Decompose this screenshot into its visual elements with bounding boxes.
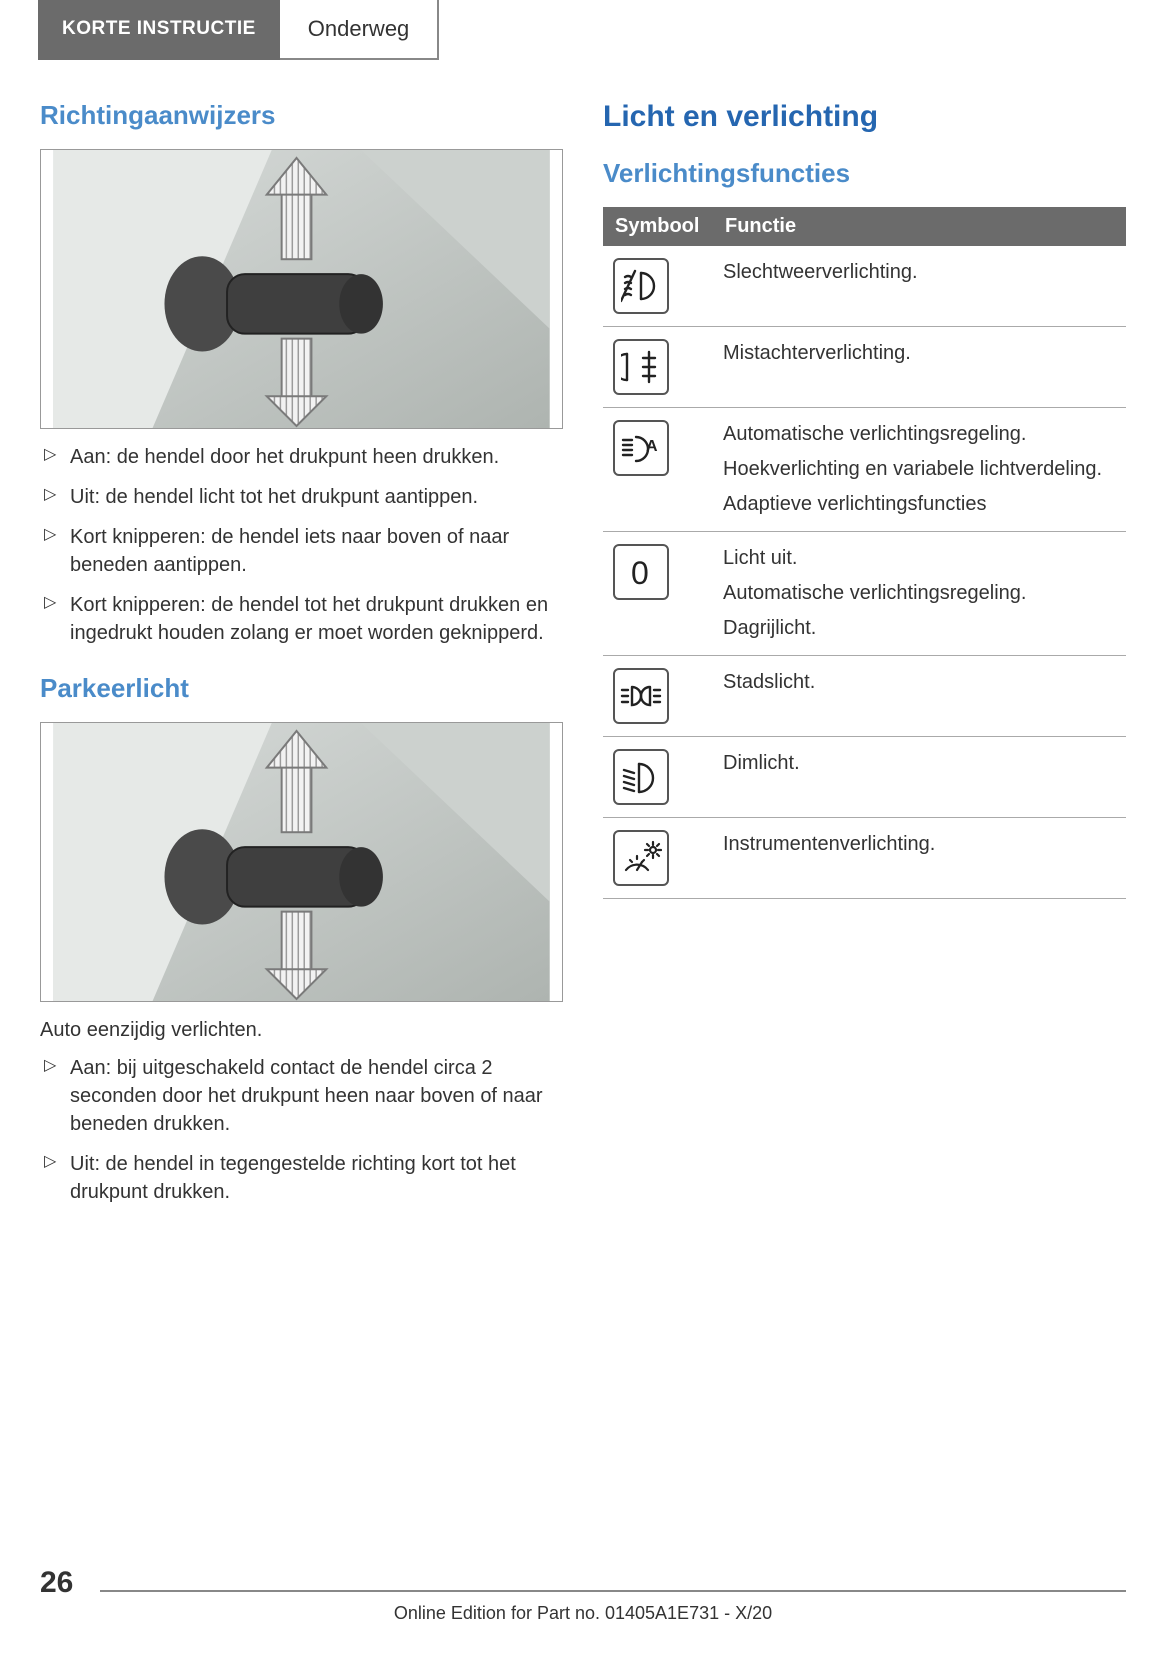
table-row: Slechtweerverlichting. <box>603 246 1126 327</box>
header-section: KORTE INSTRUCTIE <box>38 0 280 60</box>
col-symbool: Symbool <box>603 207 713 246</box>
table-row: Mistachterverlichting. <box>603 327 1126 408</box>
table-row: Stadslicht. <box>603 656 1126 737</box>
lowbeam-icon <box>613 749 669 805</box>
list-item: Kort knipperen: de hendel tot het drukpu… <box>40 591 563 647</box>
auto-light-icon: A <box>613 420 669 476</box>
zero-icon: 0 <box>613 544 669 600</box>
turn-signal-list: Aan: de hendel door het drukpunt heen dr… <box>40 443 563 647</box>
table-row: A Automatische verlichtingsregeling. Hoe… <box>603 408 1126 532</box>
content-columns: Richtingaanwijzers <box>0 60 1166 1232</box>
heading-licht-en-verlichting: Licht en verlichting <box>603 100 1126 134</box>
heading-parkeerlicht: Parkeerlicht <box>40 673 563 704</box>
fog-front-icon <box>613 258 669 314</box>
list-item: Kort knipperen: de hendel iets naar bove… <box>40 523 563 579</box>
lighting-functions-table: Symbool Functie <box>603 207 1126 899</box>
parking-light-list: Aan: bij uitgeschakeld contact de hendel… <box>40 1054 563 1206</box>
function-text: Licht uit. <box>723 544 1116 573</box>
function-text: Hoekverlichting en variabele licht­verde… <box>723 455 1116 484</box>
left-column: Richtingaanwijzers <box>40 100 563 1232</box>
header-chapter: Onderweg <box>280 0 440 60</box>
function-text: Slechtweerverlichting. <box>723 258 1116 287</box>
function-text: Automatische verlichtingsregeling. <box>723 420 1116 449</box>
page-header: KORTE INSTRUCTIE Onderweg <box>38 0 1128 60</box>
list-item: Uit: de hendel licht tot het drukpunt aa… <box>40 483 563 511</box>
parkeer-intro: Auto eenzijdig verlichten. <box>40 1016 563 1044</box>
function-text: Dagrijlicht. <box>723 614 1116 643</box>
svg-text:A: A <box>646 438 658 455</box>
function-text: Instrumentenverlichting. <box>723 830 1116 859</box>
function-text: Dimlicht. <box>723 749 1116 778</box>
function-text: Mistachterverlichting. <box>723 339 1116 368</box>
footer-edition: Online Edition for Part no. 01405A1E731 … <box>0 1603 1166 1624</box>
right-column: Licht en verlichting Verlichtingsfunctie… <box>603 100 1126 1232</box>
list-item: Aan: bij uitgeschakeld contact de hendel… <box>40 1054 563 1138</box>
table-row: Dimlicht. <box>603 737 1126 818</box>
list-item: Uit: de hendel in tegengestelde richting… <box>40 1150 563 1206</box>
illustration-turn-signal <box>40 149 563 429</box>
col-functie: Functie <box>713 207 1126 246</box>
instrument-light-icon <box>613 830 669 886</box>
list-item: Aan: de hendel door het drukpunt heen dr… <box>40 443 563 471</box>
illustration-parking-light <box>40 722 563 1002</box>
svg-text:0: 0 <box>631 555 649 591</box>
fog-rear-icon <box>613 339 669 395</box>
footer-divider <box>100 1590 1126 1592</box>
function-text: Automatische verlichtingsregeling. <box>723 579 1116 608</box>
table-row: 0 Licht uit. Automatische verlichtingsre… <box>603 532 1126 656</box>
function-text: Stadslicht. <box>723 668 1116 697</box>
parking-light-icon <box>613 668 669 724</box>
heading-verlichtingsfuncties: Verlichtingsfuncties <box>603 158 1126 189</box>
function-text: Adaptieve verlichtingsfuncties <box>723 490 1116 519</box>
table-body: Slechtweerverlichting. <box>603 246 1126 899</box>
table-row: Instrumentenverlichting. <box>603 818 1126 899</box>
heading-richtingaanwijzers: Richtingaanwijzers <box>40 100 563 131</box>
page-number: 26 <box>40 1566 73 1600</box>
